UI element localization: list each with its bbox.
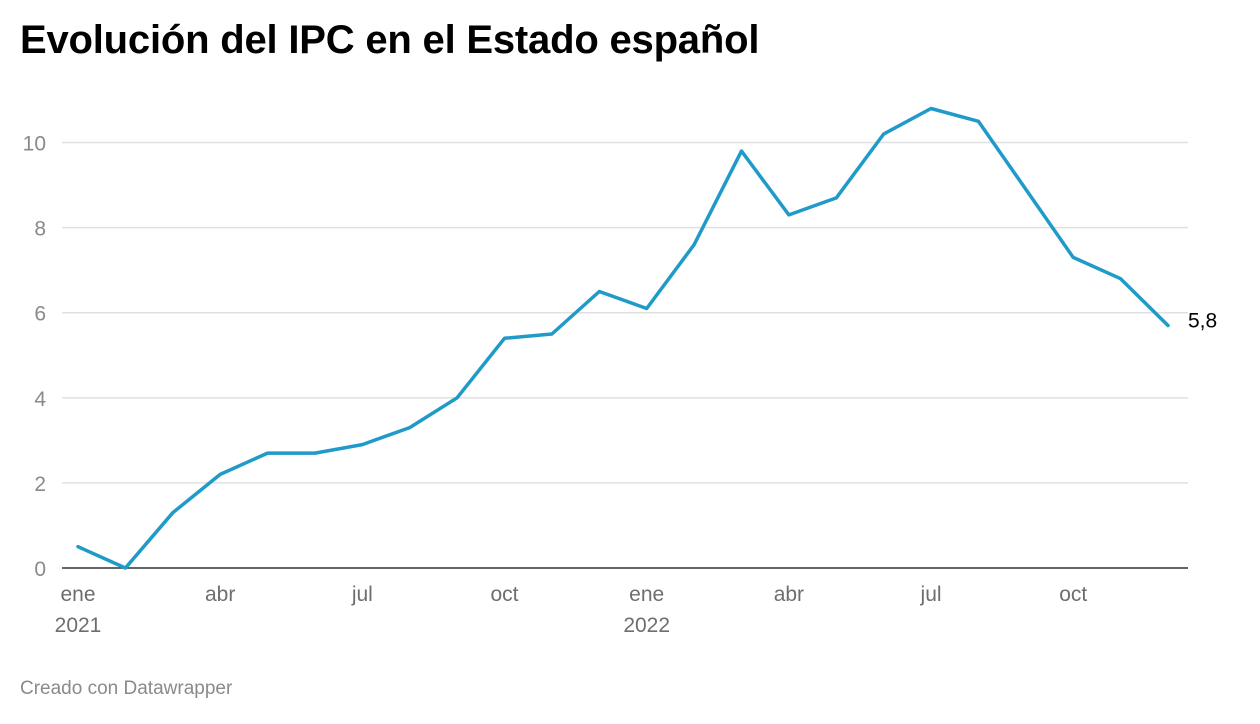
x-tick-label: jul	[351, 583, 373, 606]
x-tick-label: abr	[774, 583, 804, 606]
data-point	[882, 132, 886, 136]
data-point	[455, 396, 459, 400]
data-point	[408, 426, 412, 430]
data-point	[123, 566, 127, 570]
data-point	[1119, 277, 1123, 281]
data-point	[976, 119, 980, 123]
y-tick-label: 4	[34, 388, 46, 411]
data-point	[360, 443, 364, 447]
x-tick-label: ene	[60, 583, 95, 606]
y-tick-label: 10	[23, 133, 46, 156]
data-point	[550, 332, 554, 336]
data-point	[266, 451, 270, 455]
y-axis-tick-labels: 0 2 4 6 8 10	[23, 133, 47, 581]
grid-lines	[62, 141, 1188, 484]
chart-title: Evolución del IPC en el Estado español	[20, 18, 760, 62]
x-tick-year-label: 2021	[55, 614, 102, 637]
x-tick-label: ene	[629, 583, 664, 606]
credit-footer: Creado con Datawrapper	[20, 678, 233, 699]
data-point	[692, 243, 696, 247]
x-tick-label: abr	[205, 583, 235, 606]
data-point	[787, 213, 791, 217]
data-point	[1024, 187, 1028, 191]
data-point	[597, 289, 601, 293]
y-tick-label: 2	[34, 473, 46, 496]
data-point	[834, 196, 838, 200]
data-point	[171, 511, 175, 515]
data-point	[76, 545, 80, 549]
ipc-series-line	[76, 106, 1170, 570]
x-tick-label: jul	[920, 583, 942, 606]
y-tick-label: 0	[34, 558, 46, 581]
data-point	[739, 149, 743, 153]
data-point	[929, 107, 933, 111]
x-tick-year-label: 2022	[623, 614, 670, 637]
x-axis-tick-labels: ene 2021 abr jul oct ene 2022 abr jul oct	[55, 583, 1088, 637]
data-point	[645, 306, 649, 310]
y-tick-label: 6	[34, 303, 46, 326]
data-point	[218, 472, 222, 476]
x-tick-label: oct	[491, 583, 519, 606]
data-point	[1166, 323, 1170, 327]
x-tick-label: oct	[1059, 583, 1087, 606]
data-points	[76, 107, 1170, 570]
data-point	[503, 336, 507, 340]
data-point	[313, 451, 317, 455]
data-point	[1071, 255, 1075, 259]
end-value-label: 5,8	[1188, 309, 1217, 332]
y-tick-label: 8	[34, 218, 46, 241]
